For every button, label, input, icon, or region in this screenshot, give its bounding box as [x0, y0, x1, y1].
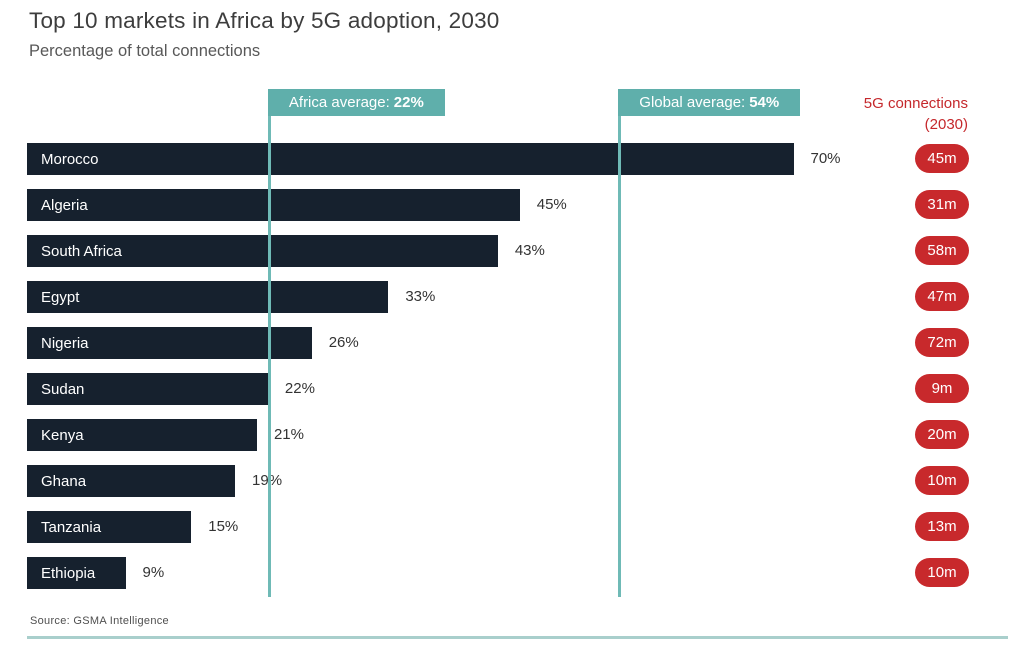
country-label: South Africa	[41, 242, 122, 260]
bar: Tanzania	[27, 511, 192, 543]
bar-row: Tanzania 15% 13m	[27, 511, 997, 543]
country-label: Algeria	[41, 196, 88, 214]
bar: Morocco	[27, 143, 794, 175]
percent-label: 21%	[273, 426, 304, 443]
bar-row: Egypt 33% 47m	[27, 281, 997, 313]
country-label: Tanzania	[41, 518, 102, 536]
country-label: Sudan	[41, 380, 85, 398]
country-label: Morocco	[41, 150, 99, 168]
global-average-callout: Global average: 54%	[618, 89, 801, 116]
africa-average-value: 22%	[393, 94, 424, 111]
bar: Algeria	[27, 189, 520, 221]
percent-label: 70%	[810, 150, 841, 167]
bar: South Africa	[27, 235, 498, 267]
connections-badge: 45m	[915, 144, 969, 173]
percent-label: 9%	[142, 564, 165, 581]
connections-badge: 31m	[915, 190, 969, 219]
bar-row: Sudan 22% 9m	[27, 373, 997, 405]
global-average-label: Global average:	[639, 94, 746, 111]
bar: Ghana	[27, 465, 236, 497]
global-average-reference-line	[618, 116, 622, 597]
chart-title: Top 10 markets in Africa by 5G adoption,…	[29, 8, 500, 33]
connections-badge: 10m	[915, 466, 969, 495]
bar-row: Kenya 21% 20m	[27, 419, 997, 451]
percent-label: 15%	[208, 518, 239, 535]
percent-label: 26%	[328, 334, 359, 351]
bar: Kenya	[27, 419, 257, 451]
connections-header-line2: (2030)	[924, 116, 968, 133]
connections-badge: 58m	[915, 236, 969, 265]
bar: Nigeria	[27, 327, 312, 359]
africa-average-callout: Africa average: 22%	[267, 89, 445, 116]
bar: Ethiopia	[27, 557, 126, 589]
percent-label: 22%	[284, 380, 315, 397]
chart-subtitle: Percentage of total connections	[29, 42, 261, 60]
bars-area: Morocco 70% 45m Algeria 45% 31m South Af…	[27, 143, 997, 603]
connections-column-header: 5G connections (2030)	[864, 93, 968, 135]
global-average-value: 54%	[749, 94, 780, 111]
connections-badge: 9m	[915, 374, 969, 403]
country-label: Ghana	[41, 472, 87, 490]
bar-row: Ghana 19% 10m	[27, 465, 997, 497]
percent-label: 19%	[252, 465, 282, 497]
connections-badge: 13m	[915, 512, 969, 541]
africa-average-reference-line	[267, 116, 271, 597]
country-label: Nigeria	[41, 334, 89, 352]
country-label: Kenya	[41, 426, 84, 444]
bar-row: Nigeria 26% 72m	[27, 327, 997, 359]
connections-badge: 72m	[915, 328, 969, 357]
bar: Sudan	[27, 373, 268, 405]
bar-row: South Africa 43% 58m	[27, 235, 997, 267]
bar-row: Morocco 70% 45m	[27, 143, 997, 175]
source-note: Source: GSMA Intelligence	[30, 615, 169, 627]
bar-row: Ethiopia 9% 10m	[27, 557, 997, 589]
connections-badge: 20m	[915, 420, 969, 449]
percent-label: 33%	[405, 288, 436, 305]
connections-header-line1: 5G connections	[863, 95, 968, 112]
country-label: Egypt	[41, 288, 80, 306]
percent-label: 43%	[514, 242, 545, 259]
connections-badge: 47m	[915, 282, 969, 311]
bar: Egypt	[27, 281, 389, 313]
bar-row: Algeria 45% 31m	[27, 189, 997, 221]
connections-badge: 10m	[915, 558, 969, 587]
africa-average-label: Africa average:	[288, 94, 390, 111]
bottom-rule	[27, 636, 1008, 639]
percent-label: 45%	[536, 196, 567, 213]
country-label: Ethiopia	[41, 564, 96, 582]
